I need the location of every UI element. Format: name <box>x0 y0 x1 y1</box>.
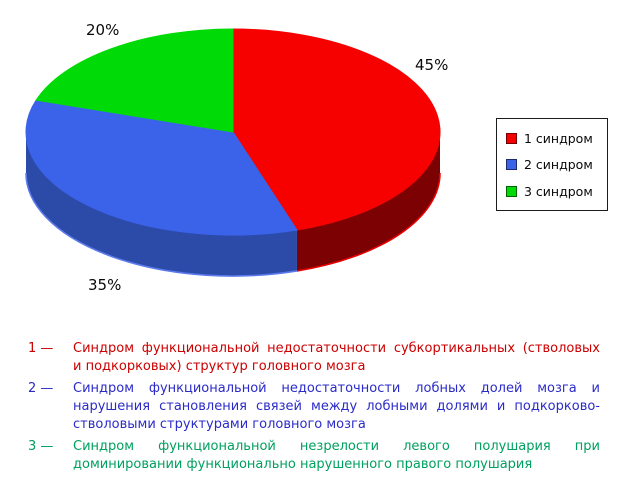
pie-slice-3 <box>35 28 234 133</box>
legend-label: 2 синдром <box>524 157 593 172</box>
pie-rim-1 <box>296 172 441 272</box>
pie-chart <box>25 28 441 277</box>
footnote-marker-2: 2 — <box>28 381 54 396</box>
footnote-line: и подкорковых) структур головного мозга <box>73 359 366 374</box>
footnotes: 1 — Синдром функциональной недостаточнос… <box>28 340 600 478</box>
legend-swatch-red <box>506 132 517 144</box>
footnote-item-1: 1 — Синдром функциональной недостаточнос… <box>28 340 600 376</box>
legend-item-3: 3 синдром <box>506 184 607 199</box>
footnote-marker-3: 3 — <box>28 439 54 454</box>
footnote-line: доминировании функционально нарушенного … <box>73 457 533 472</box>
pie-slice-1 <box>232 28 441 231</box>
legend-swatch-blue <box>506 159 517 170</box>
pie-percent-label-2: 35% <box>88 276 122 294</box>
pie-side-1 <box>296 132 440 271</box>
pie-percent-label-3: 20% <box>86 21 120 39</box>
pie-slice-2 <box>25 99 298 236</box>
legend: 1 синдром 2 синдром 3 синдром <box>496 118 608 211</box>
legend-item-2: 2 синдром <box>506 157 607 172</box>
footnote-line: Синдром функциональной недостаточности л… <box>73 381 600 396</box>
footnote-line: Синдром функциональной незрелости левого… <box>73 439 600 454</box>
footnote-text-1: Синдром функциональной недостаточности с… <box>73 340 600 376</box>
footnote-text-2: Синдром функциональной недостаточности л… <box>73 380 600 434</box>
footnote-line: нарушения становления связей между лобны… <box>73 399 600 414</box>
footnote-line: Синдром функциональной недостаточности с… <box>73 341 600 356</box>
pie-side-2 <box>26 132 297 277</box>
pie-rim-2 <box>25 172 298 277</box>
pie-chart-area: 45% 35% 20% 1 синдром 2 синдром 3 синдро… <box>25 21 608 294</box>
legend-swatch-green <box>506 185 517 197</box>
legend-label: 1 синдром <box>524 130 593 146</box>
footnote-item-2: 2 — Синдром функциональной недостаточнос… <box>28 380 600 434</box>
pie-percent-label-1: 45% <box>415 56 449 74</box>
footnote-text-3: Синдром функциональной незрелости левого… <box>73 438 600 474</box>
footnote-item-3: 3 — Синдром функциональной незрелости ле… <box>28 438 600 474</box>
legend-label: 3 синдром <box>524 183 593 199</box>
legend-item-1: 1 синдром <box>506 131 607 146</box>
footnote-line: стволовыми структурами головного мозга <box>73 417 366 432</box>
footnote-marker-1: 1 — <box>28 341 54 356</box>
